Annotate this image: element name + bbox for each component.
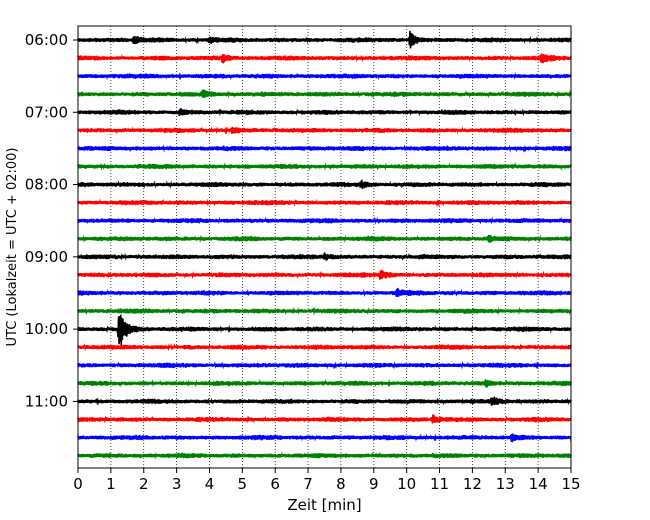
trace-row-0645 (77, 89, 572, 99)
x-tick-label: 8 (336, 475, 346, 493)
y-tick-label: 11:00 (25, 392, 68, 410)
trace-row-0730 (77, 144, 572, 153)
x-axis-label: Zeit [min] (287, 496, 361, 514)
x-tick-label: 14 (529, 475, 548, 493)
trace-row-1100 (77, 396, 572, 406)
x-tick-label: 6 (270, 475, 280, 493)
trace-row-1045 (77, 378, 572, 388)
trace-row-0745 (77, 162, 572, 171)
x-tick-label: 7 (303, 475, 313, 493)
plot-frame (77, 25, 572, 469)
trace-row-1145 (77, 451, 572, 460)
x-axis-ticks: 0 1 2 3 4 5 6 7 8 9 10 11 12 13 14 15 (73, 468, 581, 493)
trace-row-0900 (77, 252, 572, 261)
trace-row-0930 (77, 287, 572, 298)
trace-row-0600 (77, 30, 572, 49)
trace-row-0845 (77, 234, 572, 243)
y-tick-label: 10:00 (25, 320, 68, 338)
trace-row-0700 (77, 108, 572, 117)
y-axis-label: UTC (Lokalzeit = UTC + 02:00) (5, 148, 20, 347)
trace-row-0800 (77, 179, 572, 189)
x-tick-label: 15 (561, 475, 580, 493)
trace-row-1030 (77, 361, 572, 370)
trace-row-0715 (77, 126, 572, 135)
y-tick-label: 08:00 (25, 176, 68, 194)
x-tick-label: 12 (463, 475, 482, 493)
trace-rows (77, 30, 572, 460)
y-tick-label: 07:00 (25, 103, 68, 121)
y-axis-ticks: 06:00 07:00 08:00 09:00 10:00 11:00 (25, 31, 78, 410)
trace-row-0615 (77, 53, 572, 64)
x-tick-label: 5 (238, 475, 248, 493)
trace-row-0830 (77, 216, 572, 225)
trace-row-0815 (77, 198, 572, 208)
x-tick-label: 4 (205, 475, 215, 493)
trace-row-0945 (77, 306, 572, 316)
x-tick-label: 13 (496, 475, 515, 493)
x-tick-label: 9 (369, 475, 379, 493)
x-tick-label: 10 (397, 475, 416, 493)
trace-row-0630 (77, 71, 572, 81)
y-tick-label: 06:00 (25, 31, 68, 49)
x-tick-label: 2 (139, 475, 149, 493)
trace-row-1115 (77, 414, 572, 424)
trace-row-1000 (77, 314, 572, 347)
x-tick-label: 3 (172, 475, 182, 493)
trace-row-1015 (77, 342, 572, 352)
trace-row-1130 (77, 433, 572, 443)
x-tick-label: 1 (106, 475, 116, 493)
trace-row-0915 (77, 269, 572, 280)
x-tick-label: 0 (73, 475, 83, 493)
x-tick-label: 11 (430, 475, 449, 493)
y-tick-label: 09:00 (25, 248, 68, 266)
